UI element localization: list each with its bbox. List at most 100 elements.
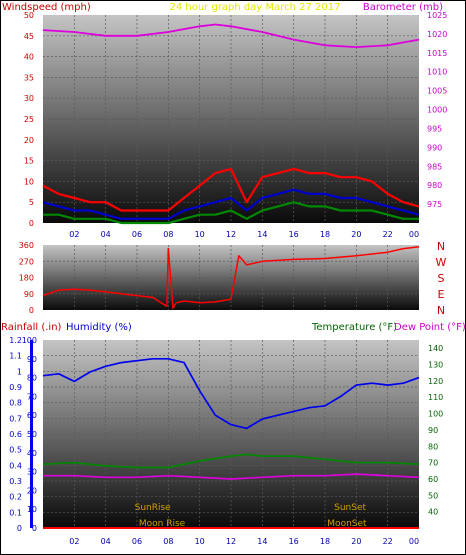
rain-tick-label: 0.2: [9, 493, 22, 502]
x-tick-label: 04: [101, 230, 111, 239]
left-tick-label: 360: [19, 241, 34, 250]
x-tick-labels: 02 04 06 08 10 12 14 16 18 20 22 00: [69, 537, 419, 546]
x-tick-label: 04: [101, 537, 111, 546]
humidity-tick-label: 100: [22, 336, 37, 345]
right-tick-label: 1020: [427, 30, 447, 39]
temperature-tick-label: 110: [428, 393, 443, 402]
x-tick-label: 02: [69, 230, 79, 239]
left-tick-label: 10: [24, 177, 34, 186]
rain-tick-label: 0.6: [9, 430, 22, 439]
rain-tick-label: 0.7: [9, 414, 22, 423]
x-tick-label: 22: [383, 537, 393, 546]
left-tick-label: 35: [24, 73, 34, 82]
x-tick-label: 12: [226, 537, 236, 546]
x-tick-labels: 02 04 06 08 10 12 14 16 18 20 22 00: [69, 230, 419, 239]
rain-axis-bar: [30, 340, 33, 528]
x-tick-label: 12: [226, 230, 236, 239]
grid: [43, 15, 419, 223]
humidity-tick-label: 0: [32, 524, 37, 533]
rain-tick-label: 0.5: [9, 446, 22, 455]
left-tick-label: 15: [24, 157, 34, 166]
series-line: [42, 167, 420, 212]
x-tick-label: 00: [409, 230, 419, 239]
left-tick-label: 30: [24, 94, 34, 103]
left-tick-label: 5: [29, 198, 34, 207]
x-tick-label: 20: [351, 537, 361, 546]
left-axis-label: Windspeed (mph): [2, 2, 91, 13]
series-line: [42, 453, 420, 469]
humidity-axis-label: Humidity (%): [66, 322, 132, 333]
left-tick-label: 45: [24, 32, 34, 41]
right-axis-label: Barometer (mb): [363, 2, 443, 13]
temperature-axis-label: Temperature (°F): [311, 322, 397, 333]
left-tick-label: 20: [24, 136, 34, 145]
grid: [43, 340, 419, 528]
left-tick-label: 25: [24, 115, 34, 124]
annotation-label: SunSet: [334, 503, 366, 513]
temperature-tick-label: 120: [428, 377, 443, 386]
temperature-tick-label: 70: [428, 459, 438, 468]
series-line: [42, 246, 420, 309]
right-tick-label: 1005: [427, 87, 447, 96]
temperature-tick-label: 80: [428, 442, 438, 451]
x-tick-label: 08: [163, 537, 173, 546]
left-tick-label: 40: [24, 53, 34, 62]
left-tick-labels: 0 5 10 15 20 25 30 35 40 45 50: [24, 11, 34, 228]
series: [42, 246, 420, 309]
rain-tick-label: 1: [17, 367, 22, 376]
right-tick-label: 990: [427, 143, 442, 152]
right-tick-label: 1000: [427, 106, 447, 115]
rain-tick-label: 0.8: [9, 399, 22, 408]
rain-tick-label: 0: [17, 524, 22, 533]
x-tick-label: 10: [195, 537, 205, 546]
x-tick-label: 22: [383, 230, 393, 239]
temperature-tick-label: 60: [428, 475, 438, 484]
right-tick-labels: 975 980 985 990 995 1000 1005 1010 1015 1020 1025: [427, 11, 447, 209]
temperature-tick-label: 40: [428, 508, 438, 517]
annotation-label: Moon Rise: [139, 519, 186, 529]
left-tick-label: 180: [19, 274, 34, 283]
right-tick-label: 980: [427, 181, 442, 190]
rain-tick-label: 0.9: [9, 383, 22, 392]
x-tick-label: 16: [289, 230, 299, 239]
series-line: [43, 201, 419, 225]
x-tick-label: 14: [257, 537, 267, 546]
right-tick-label: 985: [427, 162, 442, 171]
annotation-label: MoonSet: [327, 519, 367, 529]
x-tick-label: 18: [320, 230, 330, 239]
compass-label: E: [438, 288, 445, 301]
series-line: [42, 357, 420, 430]
grid: [43, 245, 419, 310]
rain-tick-label: 1.2: [9, 336, 22, 345]
right-tick-label: 1010: [427, 68, 447, 77]
compass-label: N: [437, 240, 445, 253]
compass-label: W: [436, 256, 447, 269]
x-tick-label: 18: [320, 537, 330, 546]
temperature-tick-label: 100: [428, 410, 443, 419]
left-tick-label: 90: [24, 290, 34, 299]
rain-tick-label: 1.1: [9, 352, 22, 361]
x-tick-label: 10: [195, 230, 205, 239]
left-tick-label: 270: [19, 257, 34, 266]
chart-title: 24 hour graph day March 27 2017: [169, 2, 340, 13]
compass-label: N: [437, 304, 445, 317]
left-tick-labels: 0 90 180 270 360: [19, 241, 34, 315]
right-tick-label: 975: [427, 200, 442, 209]
x-tick-label: 06: [132, 230, 142, 239]
temperature-tick-label: 90: [428, 426, 438, 435]
right-tick-label: 995: [427, 124, 442, 133]
annotation-label: SunRise: [135, 503, 172, 513]
rain-tick-label: 0.4: [9, 461, 22, 470]
x-tick-label: 14: [257, 230, 267, 239]
series-line: [43, 473, 420, 480]
rain-tick-label: 0.1: [9, 508, 22, 517]
left-tick-label: 50: [24, 11, 34, 20]
temperature-tick-label: 50: [428, 491, 438, 500]
compass-label: S: [438, 272, 445, 285]
dewpoint-axis-label: Dew Point (°F): [394, 322, 466, 333]
annotations: SunRise SunSet Moon Rise MoonSet: [135, 503, 367, 529]
right-tick-label: 1015: [427, 49, 447, 58]
